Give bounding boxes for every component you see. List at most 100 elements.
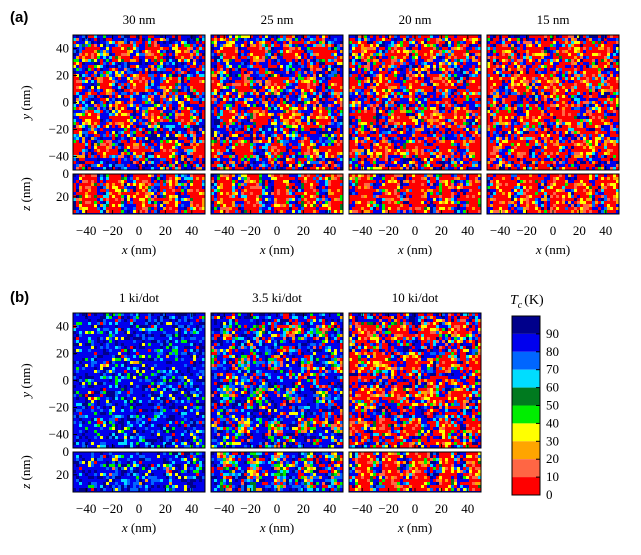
map-cell xyxy=(277,41,280,44)
map-cell xyxy=(73,65,76,68)
map-cell xyxy=(262,158,265,161)
map-cell xyxy=(82,143,85,146)
map-cell xyxy=(202,204,205,207)
map-cell xyxy=(100,56,103,59)
map-cell xyxy=(274,122,277,125)
map-cell xyxy=(124,116,127,119)
map-cell xyxy=(238,183,241,186)
map-cell xyxy=(334,189,337,192)
map-cell xyxy=(283,101,286,104)
map-cell xyxy=(277,146,280,149)
map-cell xyxy=(310,198,313,201)
map-cell xyxy=(253,174,256,177)
map-cell xyxy=(319,47,322,50)
map-cell xyxy=(301,186,304,189)
map-cell xyxy=(163,107,166,110)
map-cell xyxy=(181,177,184,180)
map-cell xyxy=(415,59,418,62)
map-cell xyxy=(220,152,223,155)
map-cell xyxy=(379,50,382,53)
map-cell xyxy=(229,189,232,192)
map-cell xyxy=(184,146,187,149)
map-cell xyxy=(172,35,175,38)
map-cell xyxy=(79,210,82,213)
map-cell xyxy=(112,110,115,113)
map-cell xyxy=(118,158,121,161)
map-cell xyxy=(220,95,223,98)
map-cell xyxy=(79,207,82,210)
map-cell xyxy=(91,71,94,74)
map-cell xyxy=(331,174,334,177)
map-cell xyxy=(247,186,250,189)
map-cell xyxy=(190,204,193,207)
map-cell xyxy=(94,125,97,128)
map-cell xyxy=(403,56,406,59)
map-cell xyxy=(91,210,94,213)
map-cell xyxy=(262,167,265,170)
map-cell xyxy=(337,101,340,104)
map-cell xyxy=(109,134,112,137)
map-cell xyxy=(334,192,337,195)
map-cell xyxy=(331,180,334,183)
map-cell xyxy=(433,50,436,53)
map-cell xyxy=(436,47,439,50)
map-cell xyxy=(367,56,370,59)
map-cell xyxy=(262,207,265,210)
map-cell xyxy=(376,56,379,59)
map-cell xyxy=(469,41,472,44)
map-cell xyxy=(88,152,91,155)
map-cell xyxy=(187,68,190,71)
map-cell xyxy=(184,128,187,131)
map-cell xyxy=(79,189,82,192)
map-cell xyxy=(229,68,232,71)
map-cell xyxy=(229,89,232,92)
map-cell xyxy=(280,167,283,170)
map-cell xyxy=(241,146,244,149)
map-cell xyxy=(199,38,202,41)
map-cell xyxy=(175,164,178,167)
map-cell xyxy=(271,65,274,68)
map-cell xyxy=(250,167,253,170)
map-cell xyxy=(277,77,280,80)
map-cell xyxy=(196,164,199,167)
map-cell xyxy=(268,161,271,164)
map-cell xyxy=(256,158,259,161)
map-cell xyxy=(259,53,262,56)
map-cell xyxy=(301,38,304,41)
map-cell xyxy=(160,98,163,101)
map-cell xyxy=(226,198,229,201)
map-cell xyxy=(358,59,361,62)
map-cell xyxy=(439,44,442,47)
map-cell xyxy=(91,89,94,92)
map-cell xyxy=(265,50,268,53)
map-cell xyxy=(94,41,97,44)
map-cell xyxy=(295,80,298,83)
map-cell xyxy=(295,131,298,134)
map-cell xyxy=(418,50,421,53)
map-cell xyxy=(91,192,94,195)
map-cell xyxy=(181,107,184,110)
map-cell xyxy=(199,174,202,177)
map-cell xyxy=(301,59,304,62)
map-cell xyxy=(217,201,220,204)
map-cell xyxy=(133,44,136,47)
map-cell xyxy=(100,192,103,195)
map-cell xyxy=(241,95,244,98)
map-cell xyxy=(211,86,214,89)
map-cell xyxy=(250,68,253,71)
map-cell xyxy=(301,201,304,204)
map-cell xyxy=(79,44,82,47)
map-cell xyxy=(169,80,172,83)
map-cell xyxy=(241,195,244,198)
map-cell xyxy=(79,50,82,53)
map-cell xyxy=(163,53,166,56)
map-cell xyxy=(148,110,151,113)
map-cell xyxy=(232,62,235,65)
map-cell xyxy=(76,38,79,41)
map-cell xyxy=(262,177,265,180)
map-cell xyxy=(199,110,202,113)
map-cell xyxy=(382,53,385,56)
map-cell xyxy=(193,83,196,86)
map-cell xyxy=(106,158,109,161)
map-cell xyxy=(148,104,151,107)
